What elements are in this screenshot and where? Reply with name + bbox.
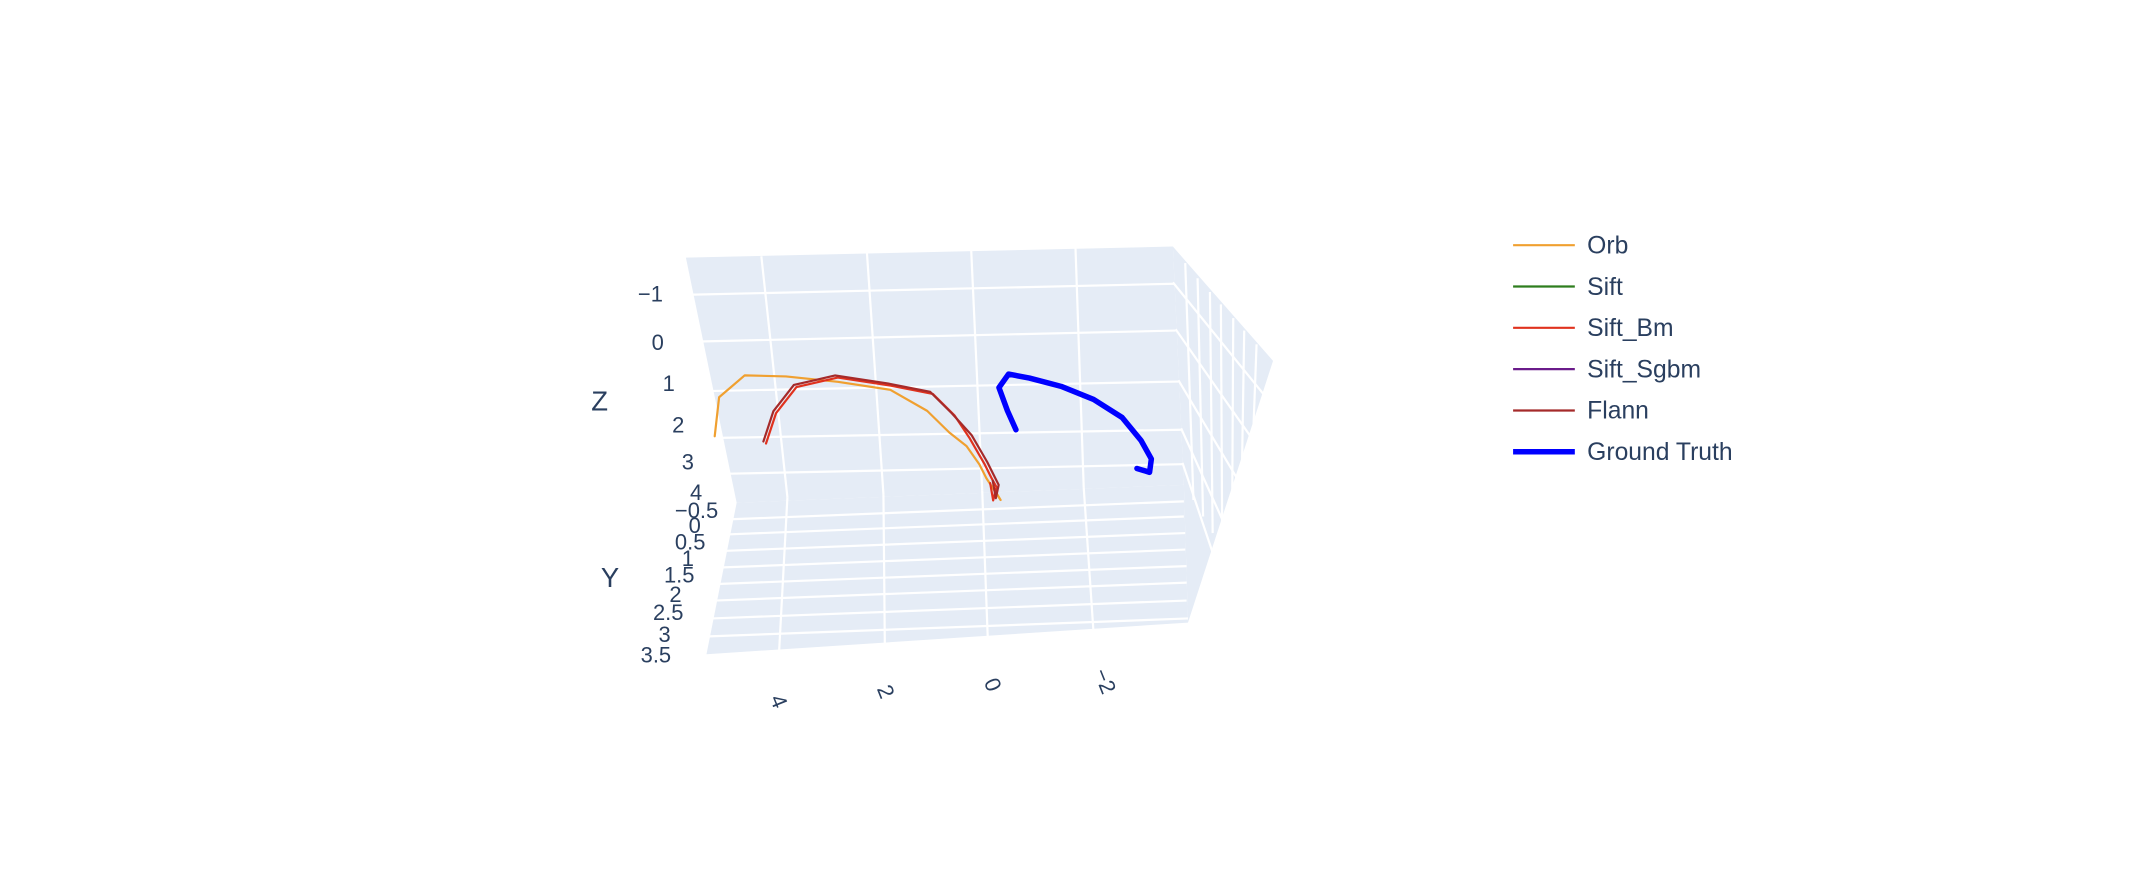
grid-line: [717, 565, 1187, 586]
series-line-ground-truth[interactable]: [996, 371, 1155, 476]
grid-line: [722, 531, 1186, 553]
z-tick-label: 2: [672, 412, 684, 437]
legend-item-orb[interactable]: Orb: [1513, 232, 1628, 259]
back-wall-pane: [685, 246, 1184, 503]
y-tick-label: 0: [689, 513, 701, 538]
legend[interactable]: Orb Sift Sift_Bm Sift_Sgbm Flann Ground Truth: [1513, 232, 1733, 466]
grid-line: [865, 253, 885, 495]
grid-line: [710, 428, 1182, 440]
grid-line: [727, 515, 1184, 536]
y-axis-title: Y: [601, 562, 619, 593]
grid-line: [720, 548, 1186, 569]
legend-item-sift-bm[interactable]: Sift_Bm: [1513, 315, 1674, 342]
grid-line: [882, 494, 886, 644]
y-tick-label: 1: [682, 546, 694, 571]
legend-item-sift-sgbm[interactable]: Sift_Sgbm: [1513, 356, 1701, 383]
z-tick-label: 3: [682, 450, 694, 475]
z-axis-title: Z: [591, 385, 608, 416]
y-tick-label: 2: [669, 582, 681, 607]
grid-line: [711, 599, 1187, 620]
series-lines[interactable]: [713, 371, 1155, 502]
grid-line: [1172, 281, 1270, 402]
x-tick-label: 2: [872, 681, 900, 702]
grid-lines: [688, 247, 1270, 651]
grid-line: [694, 329, 1176, 343]
legend-item-ground-truth[interactable]: Ground Truth: [1513, 439, 1733, 466]
grid-line: [1181, 462, 1225, 586]
z-tick-label: 0: [652, 330, 664, 355]
grid-line: [1230, 318, 1235, 567]
floor-pane: [706, 484, 1188, 655]
y-tick-label: 3.5: [641, 642, 672, 667]
grid-line: [1245, 344, 1258, 601]
legend-item-sift[interactable]: Sift: [1513, 274, 1623, 301]
y-tick-label: −0.5: [675, 498, 718, 523]
grid-line: [1177, 379, 1250, 498]
legend-label: Sift_Sgbm: [1587, 356, 1701, 383]
grid-line: [709, 617, 1189, 638]
legend-label: Sift: [1587, 274, 1623, 301]
grid-line: [1180, 427, 1236, 548]
grid-line: [1184, 263, 1195, 501]
grid-line: [981, 490, 989, 637]
grid-line: [1219, 304, 1224, 550]
z-tick-label: 1: [663, 371, 675, 396]
z-tick-label: −1: [638, 282, 663, 307]
grid-line: [1239, 330, 1246, 583]
legend-label: Flann: [1587, 398, 1649, 425]
grid-line: [724, 463, 1183, 475]
grid-line: [688, 282, 1175, 296]
x-tick-label: −2: [1089, 665, 1122, 698]
x-tick-label: 4: [765, 691, 793, 712]
y-tick-label: 1.5: [664, 563, 695, 588]
grid-line: [1074, 247, 1085, 488]
grid-line: [714, 581, 1187, 602]
y-tick-label: 3: [658, 622, 670, 647]
grid-line: [1174, 328, 1261, 450]
legend-label: Ground Truth: [1587, 439, 1732, 466]
x-tick-label: 0: [979, 674, 1007, 695]
right-wall-pane: [1172, 246, 1274, 623]
grid-line: [778, 497, 789, 651]
grid-line: [731, 500, 1184, 521]
z-tick-label: 4: [690, 480, 702, 505]
grid-line: [1082, 487, 1095, 630]
grid-line: [1208, 291, 1214, 534]
grid-line: [702, 380, 1179, 393]
y-tick-label: 2.5: [653, 600, 684, 625]
series-line-flann[interactable]: [762, 374, 1000, 500]
legend-item-flann[interactable]: Flann: [1513, 398, 1649, 425]
legend-label: Orb: [1587, 232, 1628, 259]
y-tick-label: 0.5: [675, 530, 706, 555]
legend-label: Sift_Bm: [1587, 315, 1673, 342]
